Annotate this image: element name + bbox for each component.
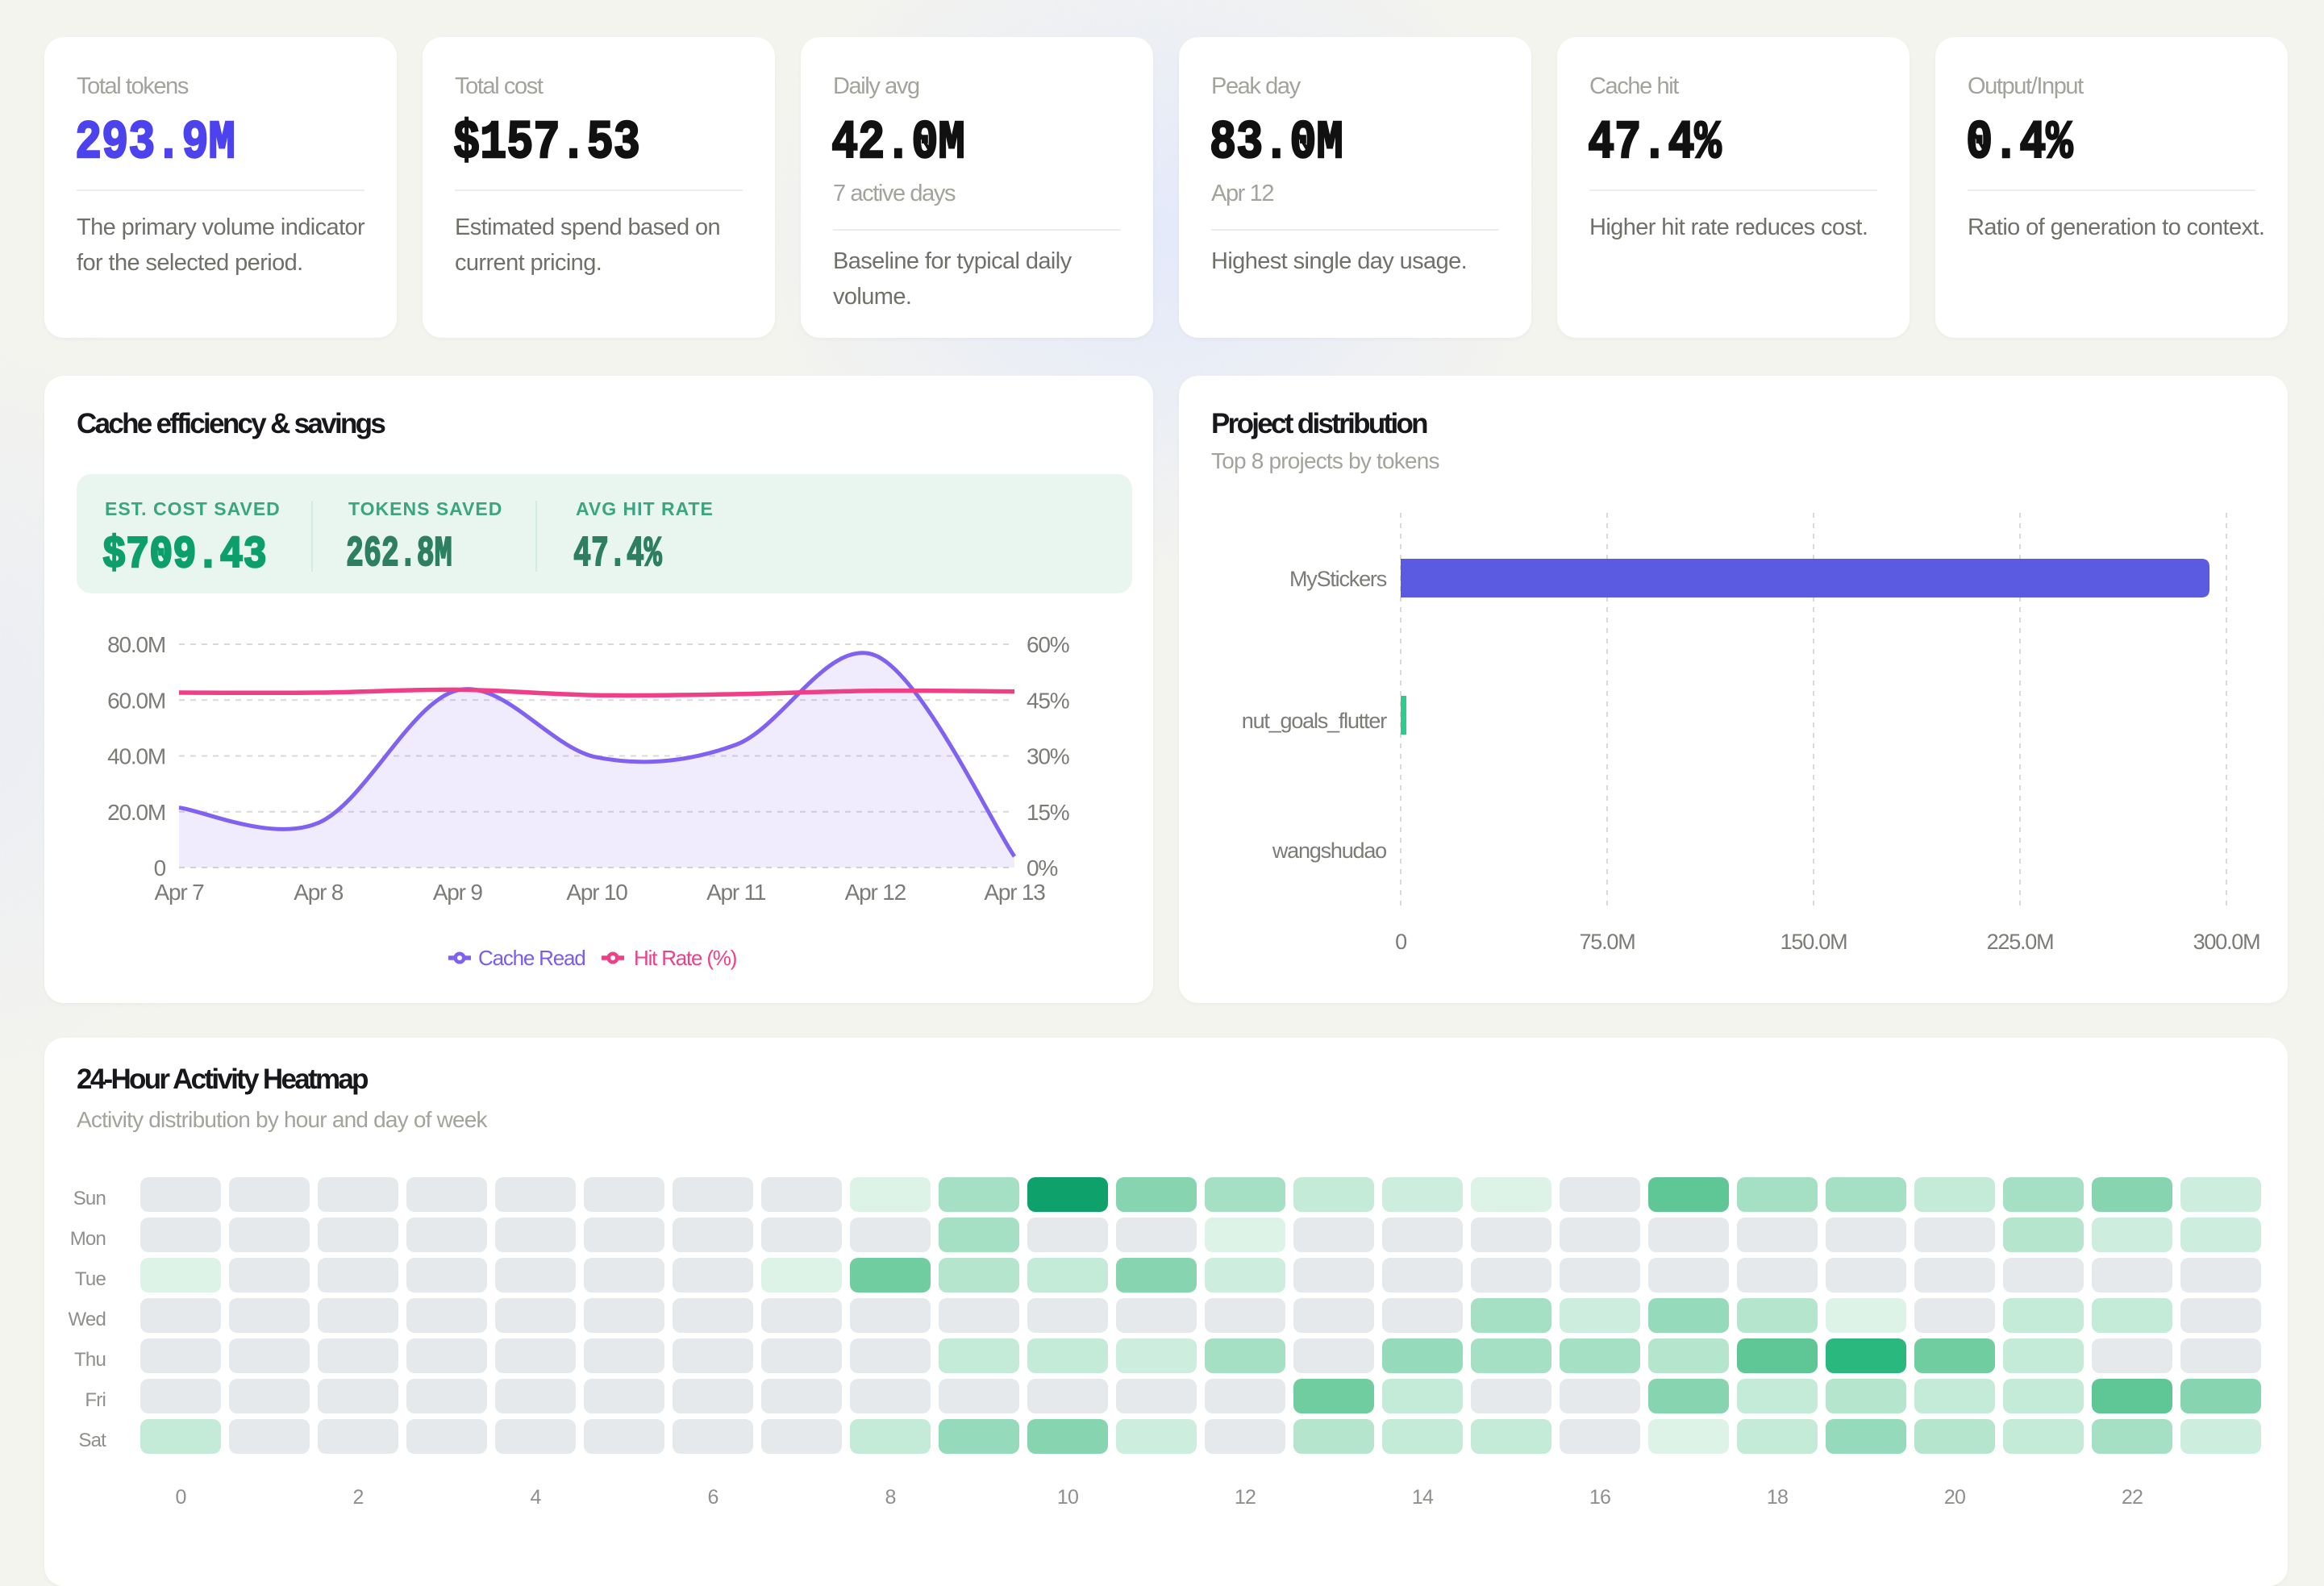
- svg-text:Apr 13: Apr 13: [984, 880, 1045, 905]
- svg-text:wangshudao: wangshudao: [1272, 839, 1386, 863]
- svg-text:Apr 12: Apr 12: [845, 880, 906, 905]
- svg-text:75.0M: 75.0M: [1579, 930, 1635, 954]
- svg-text:Apr 8: Apr 8: [294, 880, 344, 905]
- svg-text:15%: 15%: [1027, 800, 1069, 825]
- svg-text:40.0M: 40.0M: [107, 744, 165, 769]
- svg-text:Apr 7: Apr 7: [155, 880, 205, 905]
- svg-text:Apr 11: Apr 11: [706, 880, 766, 905]
- svg-text:0: 0: [154, 855, 166, 880]
- svg-text:Hit Rate (%): Hit Rate (%): [634, 946, 737, 970]
- svg-text:20.0M: 20.0M: [107, 800, 165, 825]
- svg-text:Cache Read: Cache Read: [478, 946, 585, 970]
- svg-text:0: 0: [1395, 930, 1406, 954]
- svg-text:45%: 45%: [1027, 688, 1069, 713]
- svg-text:80.0M: 80.0M: [107, 632, 165, 657]
- svg-text:60.0M: 60.0M: [107, 688, 165, 713]
- svg-text:Apr 10: Apr 10: [566, 880, 627, 905]
- svg-text:Apr 9: Apr 9: [433, 880, 483, 905]
- svg-text:MyStickers: MyStickers: [1289, 567, 1387, 591]
- svg-text:0%: 0%: [1027, 855, 1057, 880]
- svg-text:30%: 30%: [1027, 744, 1069, 769]
- svg-text:150.0M: 150.0M: [1780, 930, 1847, 954]
- svg-text:60%: 60%: [1027, 632, 1069, 657]
- svg-text:225.0M: 225.0M: [1987, 930, 2054, 954]
- svg-text:300.0M: 300.0M: [2193, 930, 2260, 954]
- svg-text:nut_goals_flutter: nut_goals_flutter: [1242, 709, 1387, 733]
